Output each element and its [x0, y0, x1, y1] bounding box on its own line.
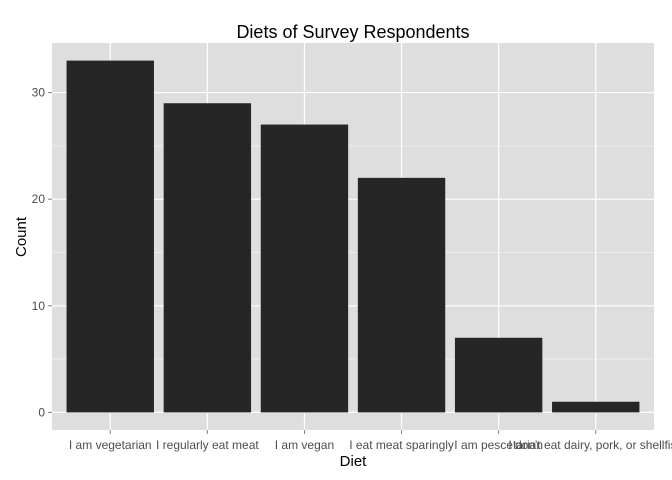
- x-tick-label: I don't eat dairy, pork, or shellfish: [508, 438, 672, 452]
- bars: [66, 60, 640, 413]
- chart-title: Diets of Survey Respondents: [236, 22, 469, 42]
- x-axis-title: Diet: [340, 453, 368, 470]
- y-tick-label: 20: [32, 192, 46, 206]
- y-tick-label: 30: [32, 86, 46, 100]
- bar: [66, 60, 154, 413]
- y-tick-label: 10: [32, 299, 46, 313]
- x-axis: I am vegetarian I regularly eat meat I am …: [69, 430, 672, 452]
- bar: [357, 177, 446, 413]
- x-tick-label: I am vegan: [275, 438, 334, 452]
- x-tick-label: I am vegetarian: [69, 438, 152, 452]
- bar: [552, 401, 640, 413]
- y-axis: 0 10 20 30: [32, 86, 52, 419]
- bar: [260, 124, 349, 413]
- x-tick-label: I regularly eat meat: [156, 438, 259, 452]
- x-tick-label: I eat meat sparingly: [349, 438, 454, 452]
- y-tick-label: 0: [38, 405, 45, 419]
- bar: [163, 103, 252, 413]
- x-tick-label: I am pescetarian: [454, 438, 543, 452]
- y-axis-title: Count: [13, 216, 30, 257]
- bar: [454, 337, 543, 413]
